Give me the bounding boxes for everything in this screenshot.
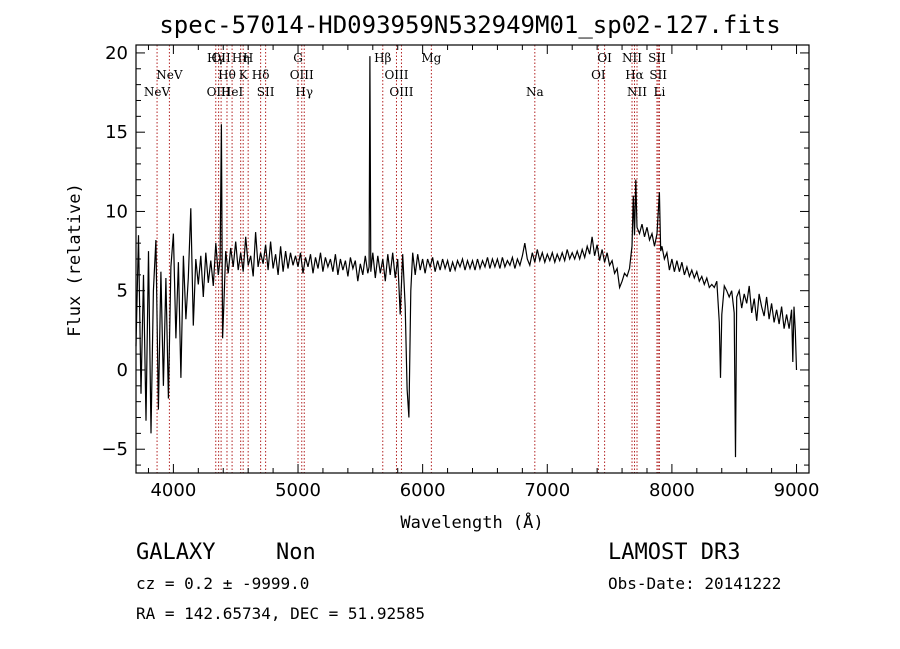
- chart-title: spec-57014-HD093959N532949M01_sp02-127.f…: [159, 11, 780, 39]
- line-label-19: Na: [526, 85, 544, 99]
- line-label-21: OI: [597, 51, 612, 65]
- x-tick-label-3: 7000: [524, 480, 570, 501]
- x-axis: 4000 5000 6000 7000 8000 9000: [147, 45, 820, 501]
- x-axis-label: Wavelength (Å): [400, 511, 543, 533]
- y-tick-label-0: −5: [101, 439, 128, 460]
- line-label-1: NeV: [156, 68, 183, 82]
- line-label-2: OIII: [207, 85, 231, 99]
- line-label-7: Hη: [232, 51, 250, 65]
- line-label-6: HeI: [221, 85, 244, 99]
- line-label-18: Mg: [421, 51, 441, 65]
- line-label-23: Hα: [625, 68, 644, 82]
- line-label-13: OIII: [290, 68, 314, 82]
- line-label-17: OIII: [389, 85, 413, 99]
- y-axis: −5 0 5 10 15 20: [101, 43, 809, 466]
- x-tick-label-5: 9000: [774, 480, 820, 501]
- line-label-4: Hγ: [207, 51, 225, 65]
- y-tick-label-2: 5: [117, 281, 128, 302]
- line-label-22: NII: [622, 51, 642, 65]
- y-axis-label: Flux (relative): [65, 183, 85, 337]
- line-label-20: OI: [591, 68, 606, 82]
- observation-date: Obs-Date: 20141222: [608, 574, 782, 593]
- line-label-0: NeV: [144, 85, 171, 99]
- y-tick-label-3: 10: [105, 201, 128, 222]
- object-class: GALAXY: [136, 540, 216, 565]
- line-label-9: H: [243, 51, 253, 65]
- line-label-27: Li: [654, 85, 666, 99]
- x-tick-label-1: 5000: [275, 480, 321, 501]
- line-label-25: SII: [648, 51, 666, 65]
- survey-name: LAMOST DR3: [608, 540, 741, 565]
- spectrum-chart: spec-57014-HD093959N532949M01_sp02-127.f…: [65, 11, 820, 533]
- object-subclass: Non: [276, 540, 316, 565]
- line-label-16: OIII: [384, 68, 408, 82]
- line-label-10: Hδ: [252, 68, 270, 82]
- line-label-5: Hθ: [218, 68, 236, 82]
- line-markers: [156, 45, 660, 473]
- line-label-26: SII: [649, 68, 667, 82]
- x-tick-label-4: 8000: [649, 480, 695, 501]
- x-tick-label-2: 6000: [400, 480, 446, 501]
- y-tick-label-1: 0: [117, 360, 128, 381]
- redshift-readout: cz = 0.2 ± -9999.0: [136, 574, 310, 593]
- y-tick-label-4: 15: [105, 122, 128, 143]
- x-tick-label-0: 4000: [150, 480, 196, 501]
- line-label-24: NII: [627, 85, 647, 99]
- line-label-8: K: [239, 68, 249, 82]
- coordinates-readout: RA = 142.65734, DEC = 51.92585: [136, 604, 425, 623]
- line-label-11: SII: [257, 85, 275, 99]
- line-label-3: OII: [211, 51, 231, 65]
- spectrum-line: [135, 56, 798, 458]
- line-labels: NeVNeVOIIIOIIHγHθHeIHηKHHδSIIGOIIIHγHβOI…: [144, 51, 667, 99]
- line-label-15: Hβ: [374, 51, 391, 65]
- y-tick-label-5: 20: [105, 43, 128, 64]
- line-label-14: Hγ: [295, 85, 313, 99]
- line-label-12: G: [293, 51, 303, 65]
